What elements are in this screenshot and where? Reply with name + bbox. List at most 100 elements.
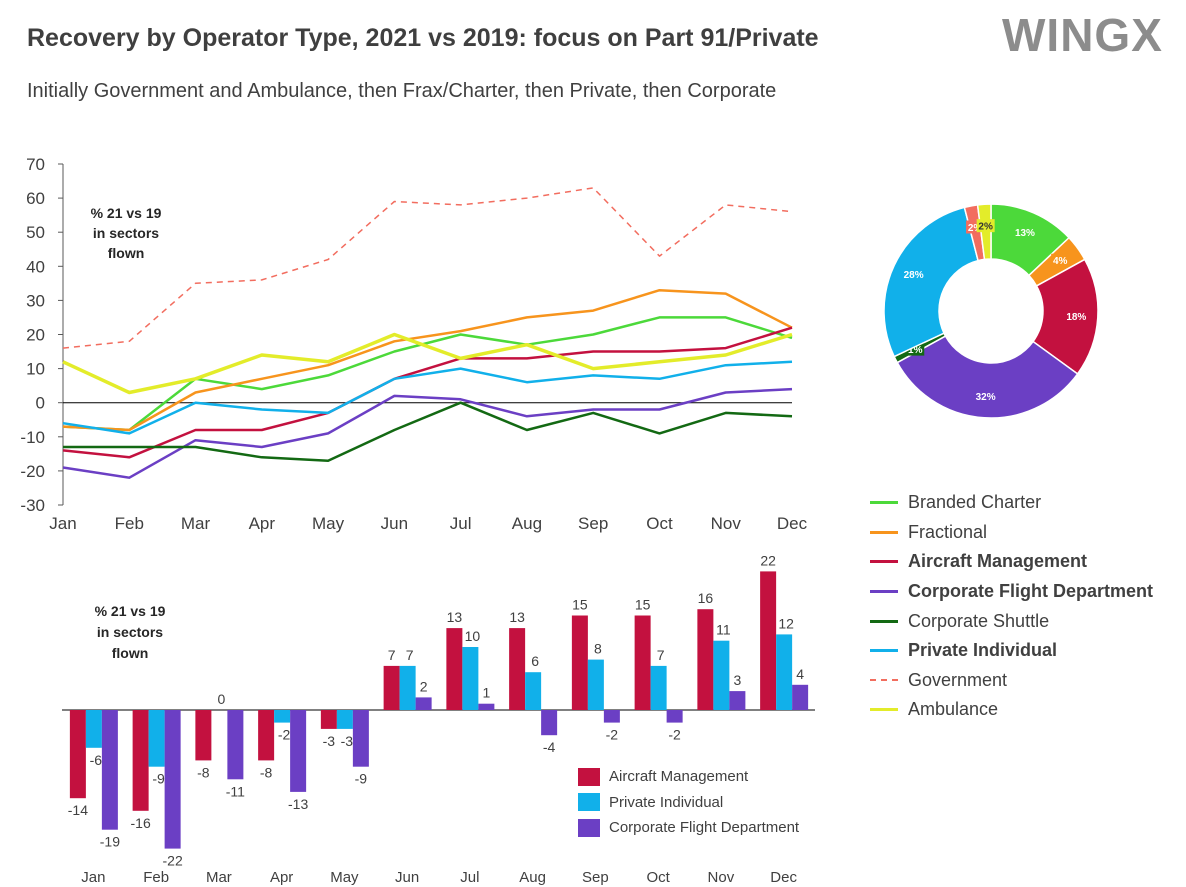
donut-slice-label: 28% — [904, 270, 924, 281]
bar-private-individual — [336, 710, 353, 729]
legend-label: Corporate Flight Department — [908, 581, 1154, 602]
y-tick-label: 50 — [26, 223, 45, 242]
x-tick-label: Nov — [711, 514, 742, 533]
bar-value-label: -2 — [668, 727, 681, 743]
bar-aircraft-management — [446, 628, 463, 710]
y-tick-label: 30 — [26, 291, 45, 310]
x-tick-label: Mar — [181, 514, 211, 533]
x-tick-label: Aug — [512, 514, 542, 533]
bar-aircraft-management — [132, 710, 149, 811]
bar-value-label: 10 — [465, 628, 481, 644]
y-tick-label: 70 — [26, 155, 45, 174]
legend-label: Branded Charter — [908, 492, 1042, 513]
donut-slice — [896, 335, 1079, 419]
bar-corporate-flight-department — [415, 697, 432, 710]
bar-aircraft-management — [69, 710, 86, 799]
x-tick-label: Feb — [115, 514, 144, 533]
bar-value-label: -9 — [355, 771, 368, 787]
y-tick-label: 0 — [36, 394, 45, 413]
donut-slice-label: 4% — [1053, 256, 1068, 267]
donut-slice-label: 2% — [978, 222, 993, 233]
bar-private-individual — [399, 665, 416, 710]
bar-corporate-flight-department — [101, 710, 118, 830]
bar-aircraft-management — [258, 710, 275, 761]
bar-corporate-flight-department — [792, 684, 809, 710]
bar-value-label: -8 — [260, 764, 273, 780]
bar-value-label: -11 — [226, 783, 245, 799]
series-line-fractional — [62, 288, 793, 432]
bar-legend-label: Private Individual — [609, 793, 724, 811]
chart-note: % 21 vs 19 — [91, 205, 162, 221]
bar-value-label: -3 — [323, 733, 336, 749]
bar-aircraft-management — [634, 615, 651, 710]
legend-swatch — [870, 708, 898, 712]
bar-value-label: 0 — [217, 691, 225, 707]
x-tick-label: May — [312, 514, 345, 533]
legend-item: Private Individual — [870, 636, 1153, 666]
bar-corporate-flight-department — [729, 691, 746, 710]
legend-swatch — [870, 590, 898, 594]
bar-value-label: 7 — [657, 647, 665, 663]
series-line-ambulance — [62, 332, 793, 395]
x-tick-label: Sep — [578, 514, 608, 533]
series-line-branded-charter — [62, 316, 793, 432]
bar-value-label: -16 — [131, 815, 151, 831]
y-tick-label: 40 — [26, 257, 45, 276]
series-line-aircraft-management — [62, 326, 793, 459]
series-line-government — [62, 187, 793, 349]
x-tick-label: Apr — [249, 514, 276, 533]
legend-swatch — [870, 679, 898, 682]
bar-value-label: 22 — [760, 552, 776, 568]
bar-x-label: May — [330, 869, 359, 886]
bar-chart-note: % 21 vs 19 — [95, 603, 166, 619]
bar-private-individual — [713, 640, 730, 710]
bar-value-label: -13 — [288, 796, 308, 812]
bar-value-label: 1 — [482, 685, 490, 701]
donut-slice — [1032, 258, 1099, 375]
bar-private-individual — [650, 665, 667, 710]
bar-value-label: -2 — [278, 727, 291, 743]
donut-slice-label: 32% — [976, 392, 996, 403]
bar-aircraft-management — [697, 609, 714, 710]
bar-private-individual — [776, 634, 793, 710]
bar-legend-swatch — [578, 793, 600, 812]
bar-private-individual — [587, 659, 604, 710]
donut-label-box — [976, 219, 995, 233]
bar-corporate-flight-department — [227, 710, 244, 780]
bar-value-label: 7 — [388, 647, 396, 663]
bar-corporate-flight-department — [541, 710, 558, 736]
bar-value-label: 4 — [796, 666, 804, 682]
donut-slice-label: 1% — [908, 345, 923, 356]
legend-label: Corporate Shuttle — [908, 610, 1050, 631]
bar-legend-swatch — [578, 818, 600, 837]
bar-value-label: 7 — [406, 647, 414, 663]
bar-legend-label: Corporate Flight Department — [609, 819, 800, 837]
legend-item: Ambulance — [870, 695, 1153, 725]
bar-value-label: 12 — [778, 615, 794, 631]
donut-chart: 13% 4% 18% 32% 1% 28% 2%2% — [883, 203, 1099, 419]
bar-value-label: -19 — [100, 834, 120, 850]
x-tick-label: Dec — [777, 514, 808, 533]
bar-value-label: 11 — [716, 622, 731, 638]
bar-x-label: Apr — [270, 869, 293, 886]
bar-x-label: Jul — [460, 869, 479, 886]
bar-value-label: -9 — [152, 771, 165, 787]
legend-swatch — [870, 501, 898, 505]
bar-value-label: -6 — [90, 752, 103, 768]
bar-value-label: 3 — [733, 672, 741, 688]
x-tick-label: Jan — [49, 514, 76, 533]
y-tick-label: -30 — [20, 496, 45, 515]
bar-value-label: -3 — [341, 733, 354, 749]
bar-value-label: 8 — [594, 641, 602, 657]
x-tick-label: Jul — [450, 514, 472, 533]
bar-x-label: Jan — [81, 869, 105, 886]
wingx-logo: WINGX — [1002, 9, 1163, 61]
bar-x-label: Aug — [519, 869, 546, 886]
bar-private-individual — [462, 647, 479, 710]
bar-value-label: -22 — [163, 853, 183, 869]
series-line-private-individual — [62, 360, 793, 435]
bar-corporate-flight-department — [603, 710, 620, 723]
bar-x-label: Sep — [582, 869, 609, 886]
bar-chart-note: in sectors — [97, 624, 163, 640]
bar-legend-label: Aircraft Management — [609, 768, 749, 786]
